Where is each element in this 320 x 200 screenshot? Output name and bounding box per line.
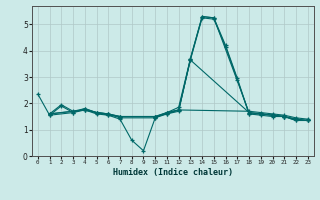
X-axis label: Humidex (Indice chaleur): Humidex (Indice chaleur) bbox=[113, 168, 233, 177]
